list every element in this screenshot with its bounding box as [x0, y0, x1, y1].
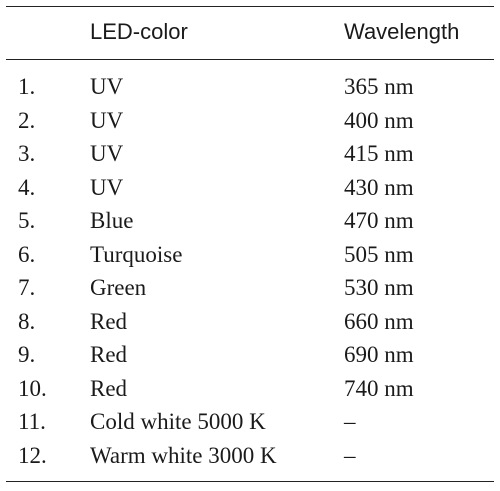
- row-number: 12.: [18, 442, 47, 468]
- row-led-color: Red: [90, 342, 128, 367]
- row-number: 10.: [18, 375, 47, 401]
- header-wavelength: Wavelength: [344, 19, 460, 44]
- row-led-color: Red: [90, 308, 128, 334]
- row-led-color: Turquoise: [90, 241, 183, 267]
- row-number: 9.: [18, 342, 36, 367]
- row-number: 1.: [18, 74, 36, 99]
- row-led-color: UV: [90, 74, 124, 99]
- table-row: 4. UV 430 nm: [6, 171, 494, 205]
- row-number: 3.: [18, 141, 36, 166]
- table-top-rule: [6, 6, 494, 7]
- row-number: 6.: [18, 241, 36, 267]
- table-row: 9. Red 690 nm: [6, 338, 494, 372]
- row-wavelength: 740 nm: [344, 375, 414, 401]
- row-led-color: Cold white 5000 K: [90, 409, 266, 434]
- row-wavelength: 690 nm: [344, 342, 414, 367]
- led-table: LED-color Wavelength 1. UV 365 nm 2. UV 400 n…: [6, 6, 494, 482]
- row-number: 11.: [18, 409, 46, 434]
- row-wavelength: 365 nm: [344, 74, 414, 99]
- row-number: 7.: [18, 275, 36, 300]
- row-wavelength: 530 nm: [344, 275, 414, 300]
- row-number: 8.: [18, 308, 36, 334]
- row-led-color: UV: [90, 107, 124, 133]
- row-wavelength: 400 nm: [344, 107, 414, 133]
- row-wavelength: –: [344, 409, 356, 434]
- row-wavelength: 415 nm: [344, 141, 414, 166]
- row-led-color: Red: [90, 375, 128, 401]
- table-header-rule: [6, 59, 494, 60]
- table-row: 2. UV 400 nm: [6, 104, 494, 138]
- row-led-color: Green: [90, 275, 147, 300]
- row-wavelength: 430 nm: [344, 174, 414, 200]
- table-row: 1. UV 365 nm: [6, 70, 494, 104]
- table-header-row: LED-color Wavelength: [6, 14, 494, 50]
- header-led-color: LED-color: [90, 19, 188, 44]
- row-wavelength: 470 nm: [344, 208, 414, 233]
- table-row: 8. Red 660 nm: [6, 305, 494, 339]
- row-number: 4.: [18, 174, 36, 200]
- row-number: 2.: [18, 107, 36, 133]
- row-led-color: UV: [90, 141, 124, 166]
- table-row: 6. Turquoise 505 nm: [6, 238, 494, 272]
- table-row: 10. Red 740 nm: [6, 372, 494, 406]
- row-led-color: Blue: [90, 208, 134, 233]
- table-row: 5. Blue 470 nm: [6, 204, 494, 238]
- table-row: 7. Green 530 nm: [6, 271, 494, 305]
- table-row: 3. UV 415 nm: [6, 137, 494, 171]
- table-row: 12. Warm white 3000 K –: [6, 439, 494, 473]
- row-number: 5.: [18, 208, 36, 233]
- row-wavelength: 505 nm: [344, 241, 414, 267]
- row-wavelength: 660 nm: [344, 308, 414, 334]
- table-row: 11. Cold white 5000 K –: [6, 405, 494, 439]
- table-bottom-rule: [6, 481, 494, 482]
- row-led-color: Warm white 3000 K: [90, 442, 277, 468]
- row-wavelength: –: [344, 442, 356, 468]
- table-body: 1. UV 365 nm 2. UV 400 nm 3. UV 415 nm 4. UV 430 nm…: [6, 70, 494, 472]
- row-led-color: UV: [90, 174, 124, 200]
